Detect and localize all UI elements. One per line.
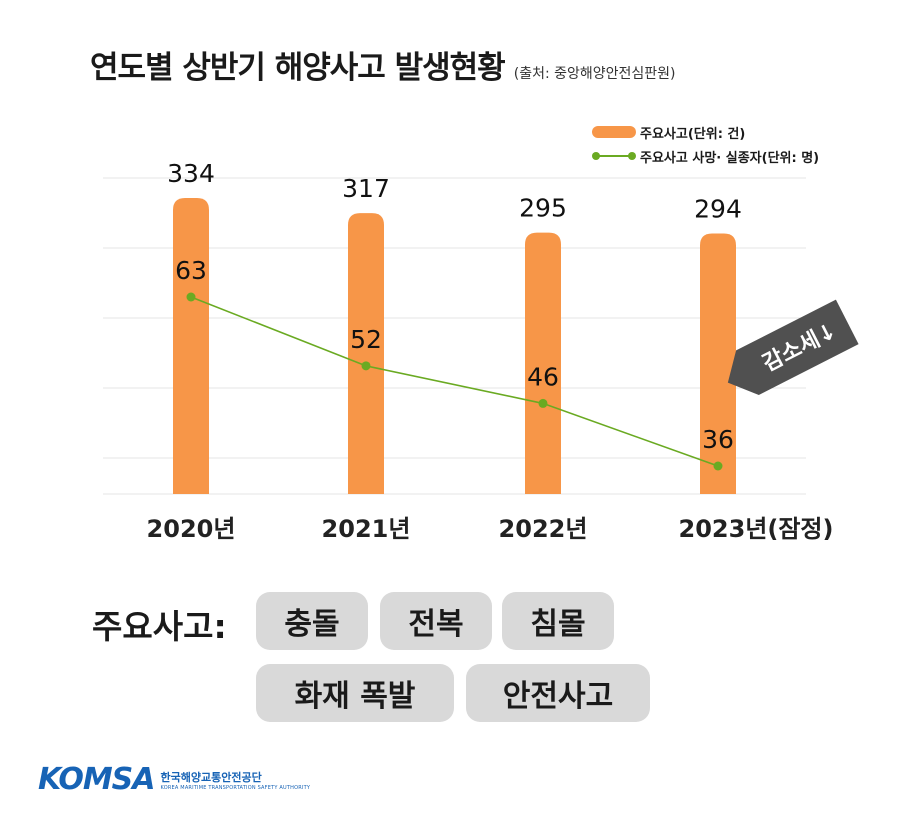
accident-pill: 화재 폭발 bbox=[256, 664, 454, 722]
legend: 주요사고(단위: 건) 주요사고 사망· 실종자(단위: 명) bbox=[592, 120, 819, 168]
line-point bbox=[361, 361, 371, 371]
logo-mark: KOMSA bbox=[38, 762, 156, 797]
accident-types-label: 주요사고: bbox=[92, 607, 227, 646]
x-tick-label: 2021년 bbox=[322, 515, 411, 543]
title-block: 연도별 상반기 해양사고 발생현황 (출처: 중앙해양안전심판원) bbox=[90, 42, 676, 87]
line-value-label: 46 bbox=[527, 362, 559, 391]
bar bbox=[525, 232, 561, 495]
line-value-label: 63 bbox=[175, 256, 207, 285]
legend-item-bar: 주요사고(단위: 건) bbox=[592, 120, 819, 144]
accident-pill: 전복 bbox=[380, 592, 492, 650]
chart-title: 연도별 상반기 해양사고 발생현황 bbox=[90, 50, 506, 86]
bar bbox=[173, 198, 209, 494]
accident-pill: 충돌 bbox=[256, 592, 368, 650]
komsa-logo: KOMSA 한국해양교통안전공단 KOREA MARITIME TRANSPOR… bbox=[38, 762, 310, 797]
legend-label-bar: 주요사고(단위: 건) bbox=[640, 126, 746, 142]
line-value-label: 36 bbox=[702, 425, 734, 454]
chart-canvas: 334 317 295 294 63 52 46 36 2020년 2021년 2022년 2023… bbox=[103, 159, 859, 543]
line-point bbox=[538, 398, 548, 408]
line-point bbox=[186, 292, 196, 302]
bar-value-label: 295 bbox=[519, 194, 567, 223]
bar-value-label: 334 bbox=[167, 159, 215, 188]
line-point bbox=[713, 461, 723, 471]
trend-badge-shape bbox=[727, 299, 859, 395]
legend-label-line: 주요사고 사망· 실종자(단위: 명) bbox=[640, 150, 820, 166]
bar bbox=[348, 213, 384, 495]
logo-name-en: KOREA MARITIME TRANSPORTATION SAFETY AUT… bbox=[160, 784, 311, 791]
bar bbox=[700, 233, 736, 494]
bar-swatch-icon bbox=[592, 126, 636, 138]
line-swatch-icon bbox=[592, 150, 636, 162]
bar-value-label: 317 bbox=[342, 174, 390, 203]
source-note: (출처: 중앙해양안전심판원) bbox=[513, 66, 676, 82]
x-tick-label: 2022년 bbox=[499, 515, 588, 543]
bar-value-label: 294 bbox=[694, 194, 742, 223]
accident-pill: 안전사고 bbox=[466, 664, 650, 722]
x-tick-label: 2020년 bbox=[147, 515, 236, 543]
legend-item-line: 주요사고 사망· 실종자(단위: 명) bbox=[592, 144, 819, 168]
accident-pill: 침몰 bbox=[502, 592, 614, 650]
x-tick-label: 2023년(잠정) bbox=[679, 515, 834, 543]
trend-badge: 감소세↓ bbox=[727, 299, 859, 395]
line-series bbox=[190, 296, 719, 467]
line-value-label: 52 bbox=[350, 325, 382, 354]
logo-name-ko: 한국해양교통안전공단 bbox=[160, 770, 262, 784]
